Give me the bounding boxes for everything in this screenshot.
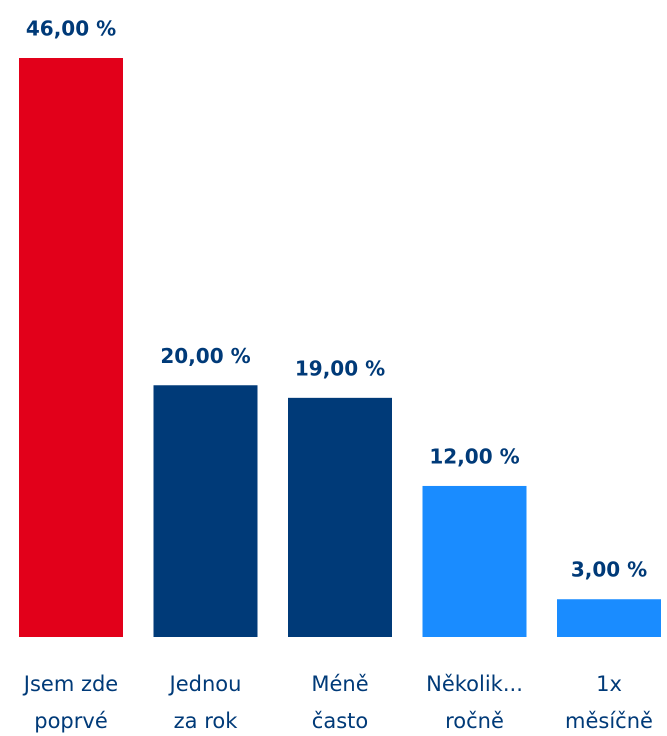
category-label: za rok [174, 709, 239, 733]
category-label: měsíčně [565, 709, 653, 733]
category-label: Méně [311, 672, 368, 696]
category-label: Několik... [426, 672, 523, 696]
category-label: Jsem zde [22, 672, 118, 696]
value-label: 3,00 % [571, 558, 647, 582]
category-label: často [312, 709, 368, 733]
bar [288, 397, 392, 637]
category-label: ročně [445, 709, 504, 733]
value-label: 20,00 % [160, 344, 250, 368]
category-label: poprvé [34, 709, 108, 733]
value-label: 19,00 % [295, 356, 385, 380]
category-label: 1x [596, 672, 622, 696]
value-label: 46,00 % [26, 17, 116, 41]
bar [557, 599, 661, 637]
category-label: Jednou [168, 672, 242, 696]
bar [19, 58, 123, 637]
bar [422, 485, 527, 637]
value-label: 12,00 % [429, 444, 519, 468]
bar [153, 385, 258, 637]
